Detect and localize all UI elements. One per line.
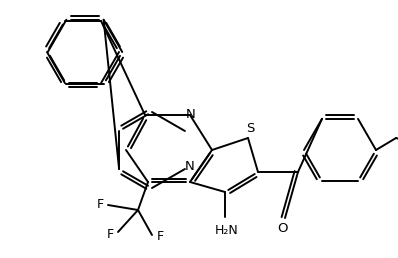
Text: F: F — [156, 230, 164, 244]
Text: F: F — [106, 228, 113, 240]
Text: O: O — [277, 222, 287, 235]
Text: N: N — [186, 108, 196, 120]
Text: S: S — [246, 122, 254, 134]
Text: H₂N: H₂N — [215, 224, 239, 238]
Text: F: F — [96, 198, 103, 211]
Text: N: N — [185, 160, 195, 173]
